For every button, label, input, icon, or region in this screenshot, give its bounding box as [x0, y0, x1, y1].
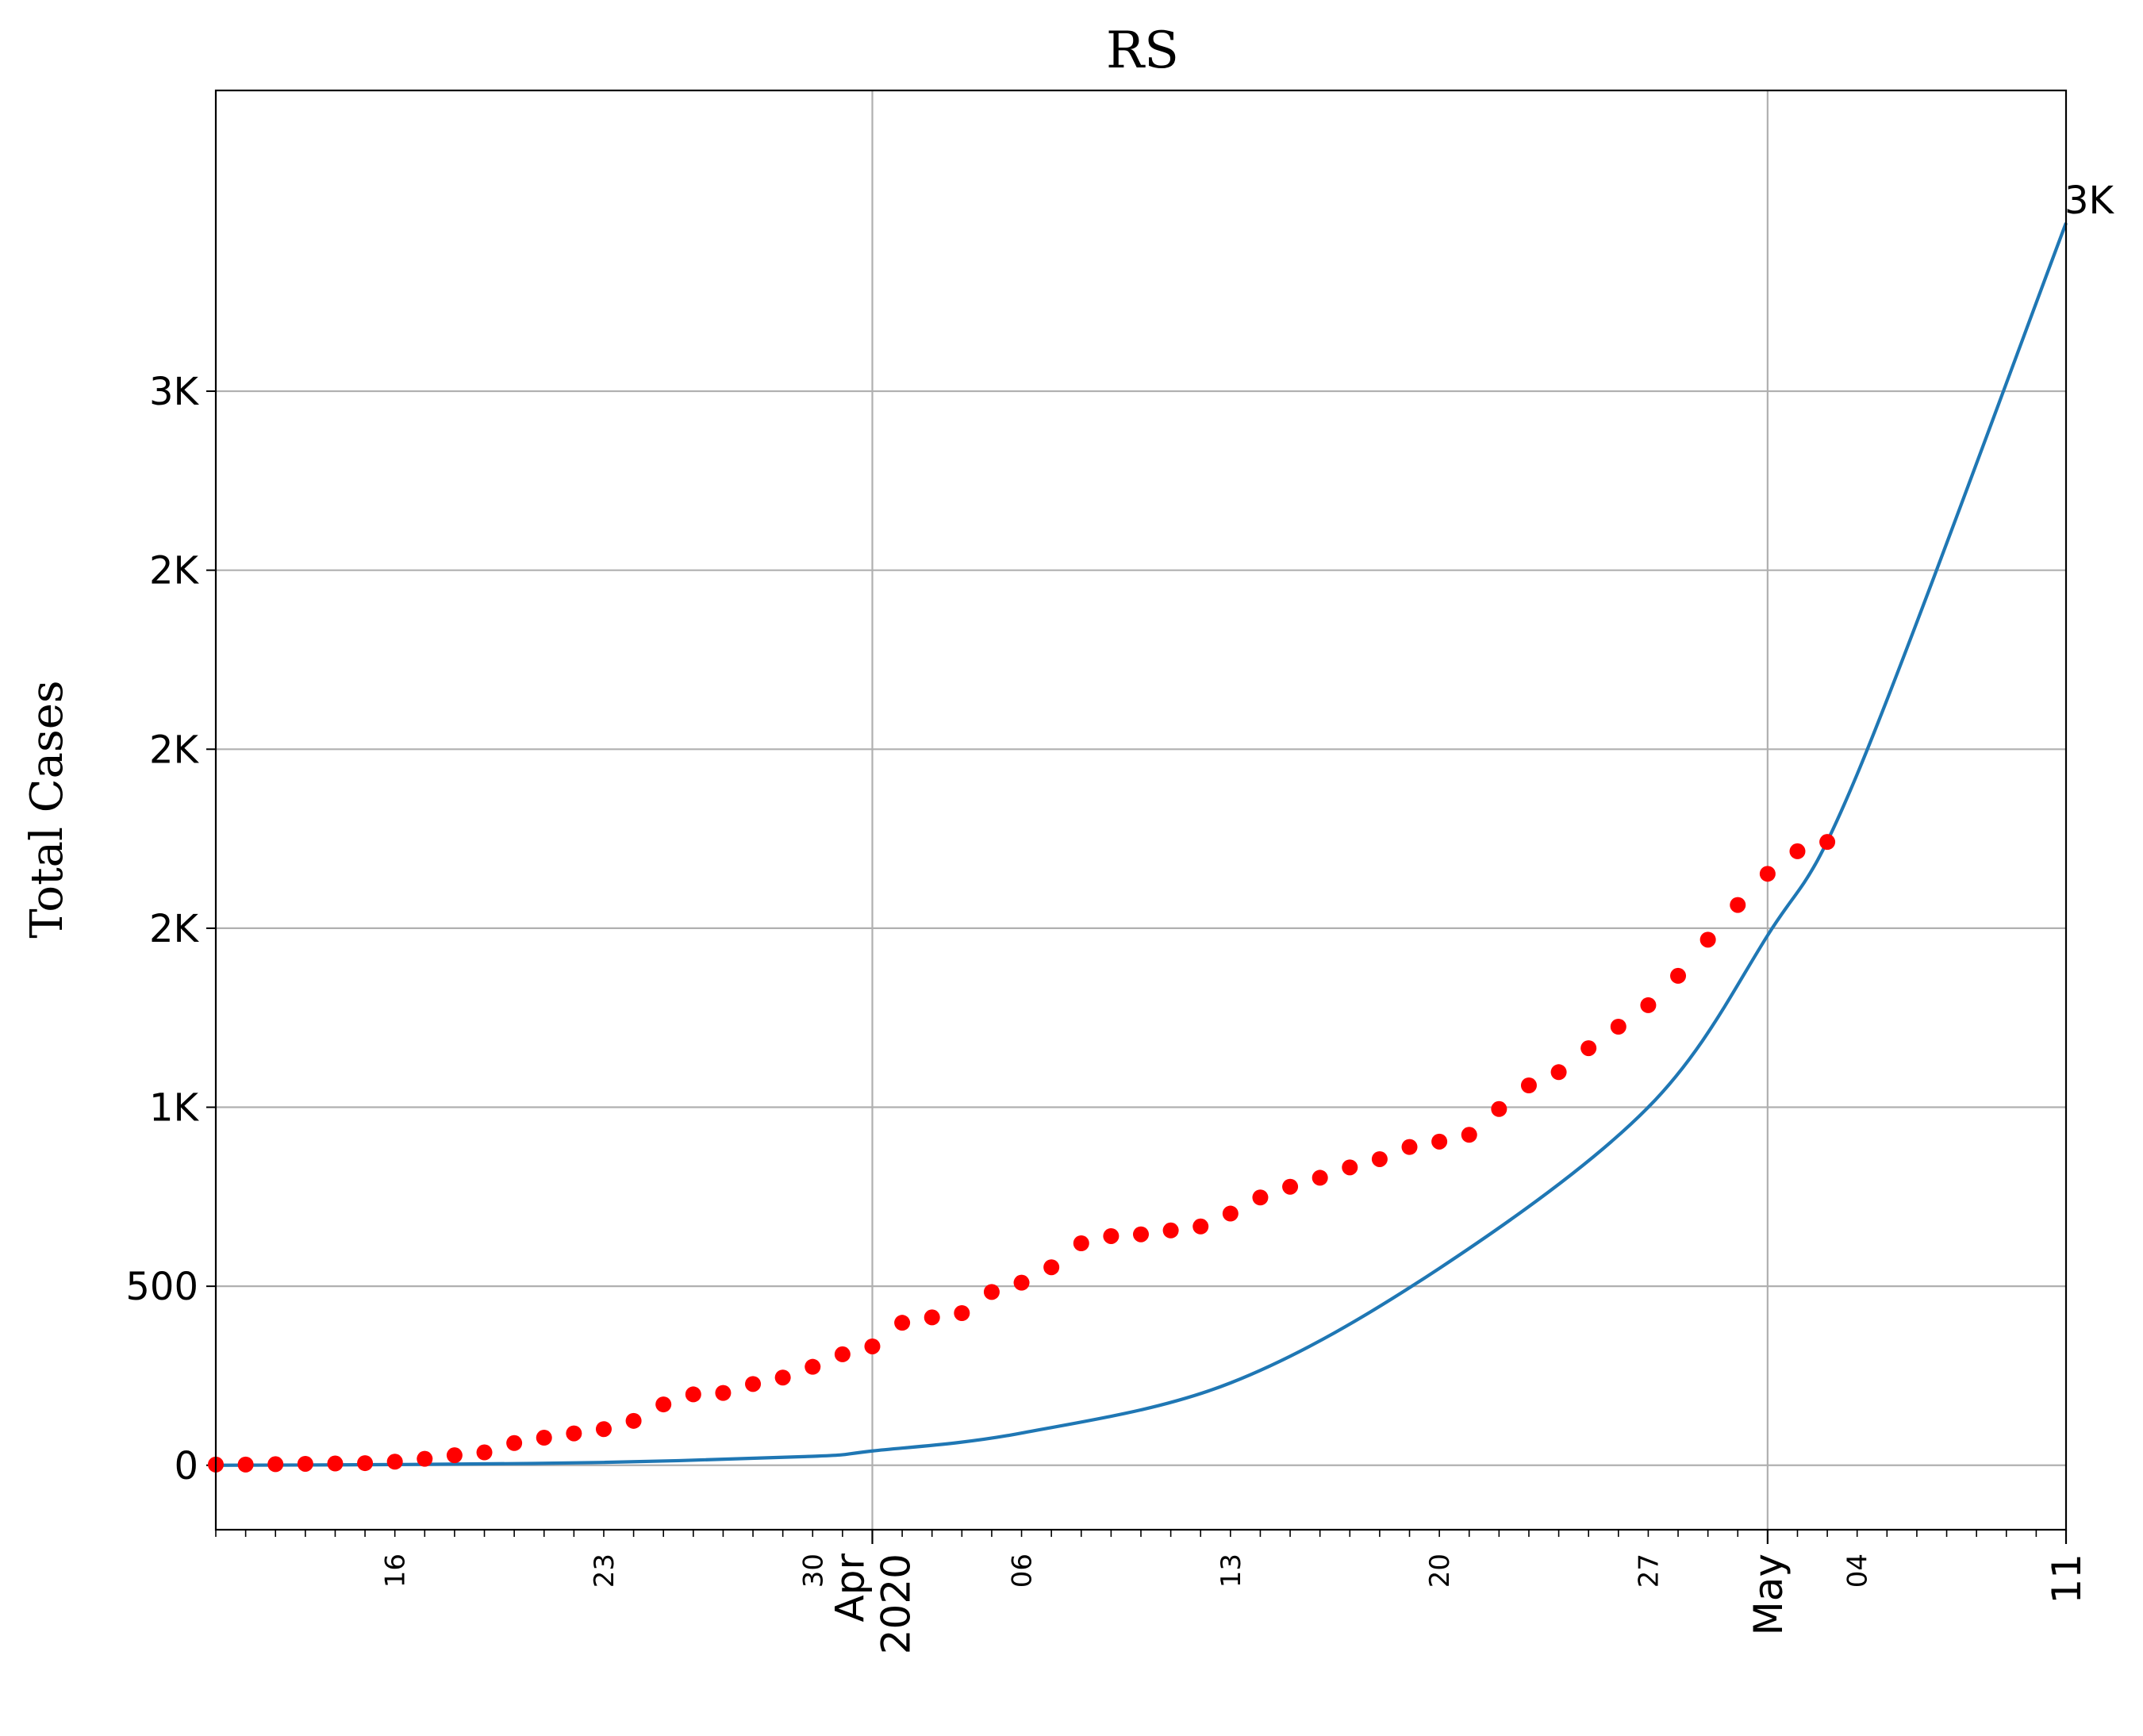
- data-point: [297, 1455, 313, 1472]
- data-point: [506, 1435, 523, 1451]
- data-point: [1491, 1100, 1507, 1117]
- data-point: [1013, 1274, 1030, 1291]
- end-value-annotation: 3K: [2064, 179, 2115, 223]
- y-tick-label: 1K: [149, 1086, 200, 1131]
- data-point: [924, 1309, 940, 1326]
- data-point: [1192, 1218, 1209, 1235]
- data-point: [1520, 1077, 1537, 1094]
- x-minor-tick-label: 30: [797, 1554, 829, 1588]
- data-point: [237, 1456, 254, 1473]
- data-point: [1670, 967, 1687, 984]
- data-point: [894, 1315, 911, 1331]
- x-minor-tick-label: 06: [1007, 1554, 1039, 1588]
- data-point: [267, 1456, 284, 1473]
- y-tick-label: 0: [174, 1444, 198, 1488]
- data-point: [1431, 1133, 1448, 1150]
- data-point: [1819, 834, 1836, 851]
- data-point: [1073, 1235, 1089, 1252]
- data-point: [715, 1385, 732, 1401]
- data-point: [417, 1450, 433, 1467]
- data-point: [864, 1338, 881, 1354]
- data-point: [446, 1447, 463, 1464]
- x-major-tick-label: May: [1746, 1554, 1792, 1635]
- x-minor-tick-label: 23: [589, 1554, 620, 1588]
- data-point: [595, 1421, 612, 1438]
- data-point: [476, 1444, 493, 1461]
- data-point: [1699, 931, 1716, 948]
- data-point: [745, 1376, 762, 1392]
- data-point: [685, 1386, 701, 1403]
- data-point: [1043, 1259, 1060, 1276]
- y-tick-label: 2K: [149, 549, 200, 593]
- grid: [216, 90, 2066, 1530]
- data-point: [954, 1304, 970, 1321]
- data-point: [1282, 1178, 1299, 1195]
- plot-frame: [214, 89, 2068, 1531]
- x-major-tick-label: Apr: [827, 1554, 873, 1623]
- axis-ticks: 0 500 1K 2K 2K 2K 3K 16 23 30 06 13 20 27 04 Apr 2020 May…: [125, 370, 2090, 1654]
- y-tick-label: 2K: [149, 728, 200, 772]
- y-tick-label: 2K: [149, 907, 200, 951]
- y-axis-label: Total Cases: [21, 680, 73, 938]
- data-point: [1461, 1127, 1477, 1143]
- chart-title: RS: [1106, 21, 1179, 80]
- data-point: [327, 1455, 344, 1472]
- data-point: [1371, 1150, 1388, 1167]
- data-point: [834, 1346, 851, 1362]
- data-point: [774, 1369, 791, 1386]
- x-minor-tick-label: 04: [1842, 1554, 1874, 1588]
- x-major-tick-label: 2020: [873, 1554, 919, 1654]
- x-minor-tick-label: 27: [1633, 1554, 1665, 1588]
- data-point: [1730, 897, 1746, 913]
- data-point: [1342, 1159, 1358, 1176]
- x-major-tick-label: 11: [2044, 1554, 2090, 1604]
- scatter-series: [208, 834, 1836, 1473]
- data-point: [1580, 1040, 1597, 1057]
- x-minor-tick-label: 13: [1216, 1554, 1247, 1588]
- data-point: [1222, 1205, 1239, 1222]
- data-point: [1133, 1226, 1149, 1242]
- data-point: [1789, 843, 1806, 859]
- data-point: [1162, 1222, 1179, 1239]
- data-point: [1252, 1189, 1269, 1206]
- data-point: [1312, 1169, 1328, 1186]
- data-point: [566, 1425, 582, 1442]
- data-point: [983, 1284, 1000, 1300]
- x-minor-tick-label: 20: [1424, 1554, 1456, 1588]
- data-point: [386, 1454, 403, 1470]
- data-point: [655, 1396, 672, 1413]
- data-point: [1401, 1139, 1418, 1155]
- data-point: [1103, 1227, 1120, 1244]
- x-major-tick-label-group: May: [1746, 1554, 1792, 1635]
- data-point: [357, 1455, 374, 1472]
- data-point: [1759, 866, 1776, 882]
- x-major-tick-label-group: Apr 2020: [827, 1554, 919, 1655]
- y-tick-label: 3K: [149, 370, 200, 414]
- data-point: [625, 1412, 642, 1429]
- y-tick-label: 500: [125, 1265, 198, 1309]
- data-point: [536, 1430, 552, 1446]
- data-point: [1640, 997, 1657, 1013]
- data-point: [1550, 1064, 1567, 1081]
- data-point: [805, 1358, 821, 1375]
- data-point: [1610, 1019, 1626, 1035]
- x-minor-tick-label: 16: [380, 1554, 412, 1588]
- x-major-tick-label-group: 11: [2044, 1554, 2090, 1604]
